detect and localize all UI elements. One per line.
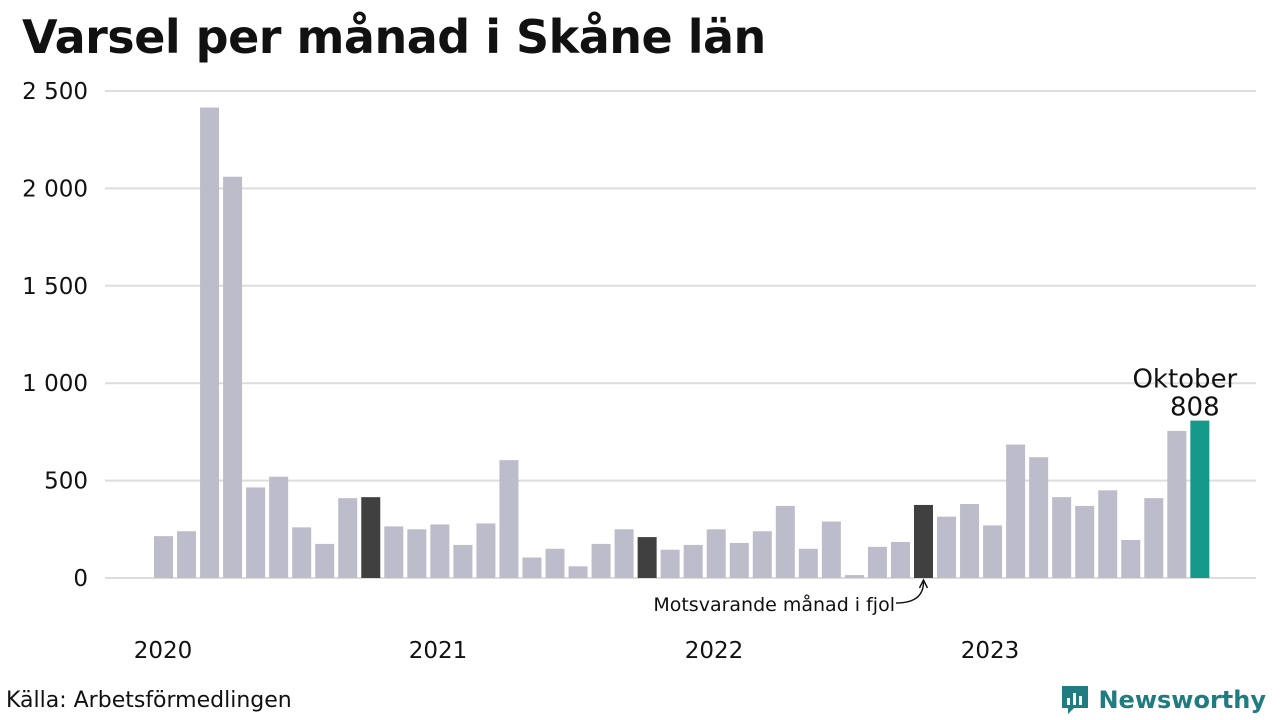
bar[interactable] [568,566,588,578]
bar[interactable] [1029,457,1049,578]
bar[interactable] [983,525,1003,578]
bar[interactable] [844,575,864,578]
bar[interactable] [867,546,887,578]
bar[interactable] [361,497,381,578]
bar[interactable] [660,549,680,578]
bar[interactable] [292,527,312,578]
brand-name: Newsworthy [1098,686,1266,714]
bar[interactable] [200,107,220,579]
bar[interactable] [1144,498,1164,578]
bar[interactable] [591,543,611,578]
bar[interactable] [154,536,173,578]
bar[interactable] [338,498,358,578]
bar[interactable] [706,529,726,578]
annotation-arrow-head [918,578,929,589]
bar[interactable] [1167,430,1187,578]
y-axis-ticks: 2 500 2 000 1 500 1 000 500 0 [22,79,88,592]
brand-logo[interactable]: Newsworthy [1060,684,1266,716]
bars-layer [154,107,1210,579]
source-note: Källa: Arbetsförmedlingen [6,688,292,713]
chart-title: Varsel per månad i Skåne län [22,10,766,64]
y-tick-label: 0 [73,566,88,592]
bar[interactable] [1052,497,1072,578]
y-tick-label: 500 [44,469,88,495]
bar[interactable] [821,521,841,578]
bar[interactable] [269,476,289,578]
bar[interactable] [1121,540,1141,578]
bar[interactable] [499,460,519,578]
annotation-arrow-line [895,581,925,604]
y-tick-label: 1 000 [22,371,88,397]
bar[interactable] [545,548,565,578]
bar[interactable] [937,516,957,578]
bar[interactable] [315,543,335,578]
y-tick-label: 2 000 [22,176,88,202]
bar[interactable] [476,523,496,578]
bar[interactable] [960,503,980,578]
newsworthy-icon [1062,686,1089,714]
x-tick-label: 2021 [409,638,468,664]
bar[interactable] [798,548,818,578]
current-month-label: Oktober [1132,365,1237,395]
bar[interactable] [430,524,450,578]
bar[interactable] [913,504,933,578]
bar[interactable] [775,505,795,578]
bar[interactable] [522,557,542,578]
bar[interactable] [614,529,634,578]
y-tick-label: 2 500 [22,79,88,105]
bar[interactable] [1075,505,1095,578]
previous-year-annotation: Motsvarande månad i fjol [653,593,895,616]
bar[interactable] [1190,420,1210,578]
bar[interactable] [223,176,243,578]
bar[interactable] [683,544,703,578]
x-tick-label: 2022 [685,638,744,664]
y-tick-label: 1 500 [22,274,88,300]
current-value-label: 808 [1170,393,1220,423]
bar[interactable] [246,487,266,578]
bar[interactable] [177,531,197,578]
bar[interactable] [1006,444,1026,578]
bar[interactable] [752,531,772,578]
bar[interactable] [1098,490,1118,578]
x-axis-ticks: 2020 2021 2022 2023 [134,638,1020,664]
x-tick-label: 2020 [134,638,193,664]
bar[interactable] [890,541,910,578]
bar[interactable] [637,537,657,578]
bar[interactable] [407,529,427,578]
bar[interactable] [384,526,404,578]
bar[interactable] [729,542,749,578]
bar[interactable] [453,544,473,578]
x-tick-label: 2023 [961,638,1020,664]
